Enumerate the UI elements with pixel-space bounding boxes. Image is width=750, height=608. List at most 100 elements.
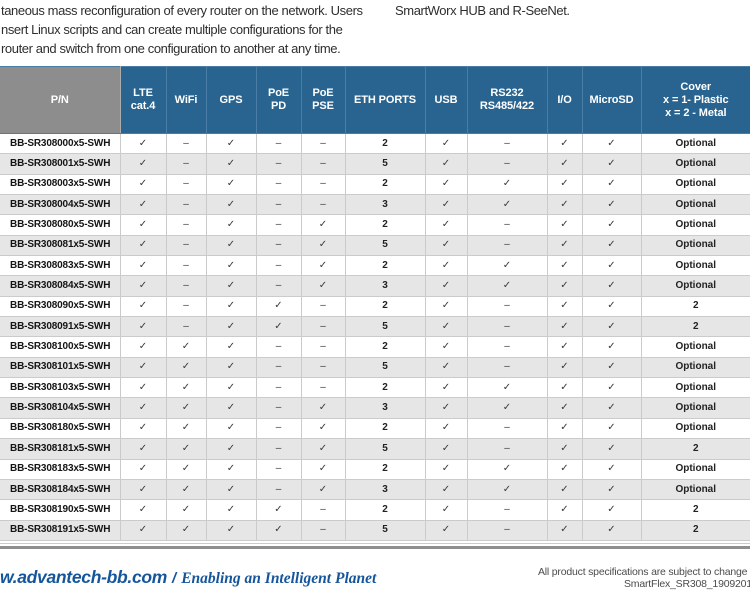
spec-cell-microsd: ✓ xyxy=(581,397,642,419)
spec-cell-microsd: ✓ xyxy=(581,377,642,399)
col-header-lte: LTE cat.4 xyxy=(119,66,167,134)
spec-cell-usb: ✓ xyxy=(424,153,468,175)
spec-cell-io: ✓ xyxy=(546,478,583,501)
table-row: BB-SR308103x5-SWH ✓ ✓ ✓ – –2 ✓ ✓ ✓ ✓ Optional xyxy=(0,377,750,399)
part-number-cell: BB-SR308104x5-SWH xyxy=(0,397,121,419)
part-number-cell: BB-SR308083x5-SWH xyxy=(0,255,121,277)
spec-table-body: BB-SR308000x5-SWH ✓ – ✓ – –2 ✓ – ✓ ✓ Optional BB-SR… xyxy=(0,132,750,541)
spec-cell-poe-pse: – xyxy=(300,316,346,338)
spec-cell-lte: ✓ xyxy=(119,417,167,440)
intro-right-paragraph: SmartWorx HUB and R-SeeNet. xyxy=(395,3,570,18)
part-number-cell: BB-SR308003x5-SWH xyxy=(0,173,121,196)
spec-cell-eth: 3 xyxy=(344,194,426,216)
spec-cell-poe-pd: – xyxy=(255,356,302,379)
part-number-cell: BB-SR308191x5-SWH xyxy=(0,519,121,541)
spec-cell-lte: ✓ xyxy=(119,295,167,318)
footer-separator: / xyxy=(172,570,177,587)
part-number-cell: BB-SR308090x5-SWH xyxy=(0,295,121,318)
part-number-cell: BB-SR308100x5-SWH xyxy=(0,336,121,358)
spec-cell-gps: ✓ xyxy=(205,153,257,175)
part-number-cell: BB-SR308084x5-SWH xyxy=(0,275,121,297)
spec-cell-eth: 2 xyxy=(344,295,426,318)
table-row: BB-SR308101x5-SWH ✓ ✓ ✓ – –5 ✓ – ✓ ✓ Optional xyxy=(0,356,750,379)
part-number-cell: BB-SR308184x5-SWH xyxy=(0,478,121,501)
spec-cell-poe-pd: ✓ xyxy=(255,519,302,541)
spec-cell-microsd: ✓ xyxy=(581,234,642,257)
spec-cell-usb: ✓ xyxy=(424,295,468,318)
spec-cell-wifi: – xyxy=(165,316,207,338)
table-row: BB-SR308001x5-SWH ✓ – ✓ – –5 ✓ – ✓ ✓ Optional xyxy=(0,153,750,175)
spec-cell-wifi: – xyxy=(165,132,207,155)
spec-cell-cover: Optional xyxy=(640,458,750,480)
website-url: w.advantech-bb.com xyxy=(0,567,168,587)
table-row: BB-SR308004x5-SWH ✓ – ✓ – –3 ✓ ✓ ✓ ✓ Optional xyxy=(0,194,750,216)
spec-cell-gps: ✓ xyxy=(205,336,257,358)
spec-cell-poe-pse: – xyxy=(300,132,346,155)
spec-cell-rs: ✓ xyxy=(466,458,548,480)
spec-cell-usb: ✓ xyxy=(424,438,468,460)
spec-cell-cover: 2 xyxy=(640,316,750,338)
spec-cell-wifi: – xyxy=(165,194,207,216)
part-number-cell: BB-SR308091x5-SWH xyxy=(0,316,121,338)
table-row: BB-SR308083x5-SWH ✓ – ✓ – ✓ 2 ✓ ✓ ✓ ✓ Optional xyxy=(0,255,750,277)
spec-cell-io: ✓ xyxy=(546,356,583,379)
spec-cell-usb: ✓ xyxy=(424,478,468,501)
spec-cell-cover: Optional xyxy=(640,132,750,155)
spec-cell-poe-pd: – xyxy=(255,275,302,297)
spec-cell-io: ✓ xyxy=(546,417,583,440)
spec-cell-cover: Optional xyxy=(640,275,750,297)
spec-cell-poe-pd: – xyxy=(255,377,302,399)
spec-cell-eth: 5 xyxy=(344,153,426,175)
col-header-cover: Cover x = 1- Plastic x = 2 - Metal xyxy=(640,66,750,134)
spec-cell-microsd: ✓ xyxy=(581,519,642,541)
spec-cell-poe-pd: – xyxy=(255,438,302,460)
spec-cell-io: ✓ xyxy=(546,153,583,175)
table-row: BB-SR308090x5-SWH ✓ – ✓ ✓ –2 ✓ – ✓ ✓ 2 xyxy=(0,295,750,318)
spec-cell-gps: ✓ xyxy=(205,214,257,236)
part-number-cell: BB-SR308101x5-SWH xyxy=(0,356,121,379)
spec-cell-microsd: ✓ xyxy=(581,194,642,216)
spec-cell-cover: Optional xyxy=(640,234,750,257)
spec-cell-lte: ✓ xyxy=(119,316,167,338)
spec-cell-microsd: ✓ xyxy=(581,275,642,297)
spec-cell-usb: ✓ xyxy=(424,255,468,277)
part-number-cell: BB-SR308183x5-SWH xyxy=(0,458,121,480)
spec-cell-lte: ✓ xyxy=(119,194,167,216)
spec-cell-usb: ✓ xyxy=(424,499,468,521)
spec-cell-eth: 5 xyxy=(344,438,426,460)
part-number-cell: BB-SR308080x5-SWH xyxy=(0,214,121,236)
spec-cell-io: ✓ xyxy=(546,377,583,399)
spec-cell-rs: – xyxy=(466,214,548,236)
spec-cell-eth: 2 xyxy=(344,377,426,399)
spec-cell-poe-pse: ✓ xyxy=(300,397,346,419)
spec-cell-poe-pd: – xyxy=(255,194,302,216)
spec-cell-poe-pd: – xyxy=(255,132,302,155)
spec-cell-lte: ✓ xyxy=(119,153,167,175)
spec-cell-gps: ✓ xyxy=(205,478,257,501)
spec-cell-io: ✓ xyxy=(546,194,583,216)
col-header-gps: GPS xyxy=(205,66,257,134)
part-number-cell: BB-SR308181x5-SWH xyxy=(0,438,121,460)
footer-divider xyxy=(0,543,750,549)
spec-cell-gps: ✓ xyxy=(205,194,257,216)
part-number-cell: BB-SR308004x5-SWH xyxy=(0,194,121,216)
spec-disclaimer: All product specifications are subject t… xyxy=(538,566,750,578)
spec-cell-microsd: ✓ xyxy=(581,458,642,480)
spec-cell-poe-pse: – xyxy=(300,499,346,521)
spec-cell-cover: Optional xyxy=(640,194,750,216)
spec-cell-lte: ✓ xyxy=(119,173,167,196)
spec-cell-lte: ✓ xyxy=(119,275,167,297)
spec-cell-microsd: ✓ xyxy=(581,255,642,277)
spec-cell-eth: 2 xyxy=(344,214,426,236)
spec-cell-poe-pse: ✓ xyxy=(300,275,346,297)
spec-cell-usb: ✓ xyxy=(424,316,468,338)
spec-cell-microsd: ✓ xyxy=(581,173,642,196)
spec-cell-gps: ✓ xyxy=(205,234,257,257)
spec-cell-eth: 2 xyxy=(344,255,426,277)
spec-cell-microsd: ✓ xyxy=(581,438,642,460)
spec-cell-cover: Optional xyxy=(640,153,750,175)
spec-cell-gps: ✓ xyxy=(205,397,257,419)
spec-cell-poe-pd: ✓ xyxy=(255,316,302,338)
spec-cell-eth: 2 xyxy=(344,417,426,440)
spec-cell-eth: 5 xyxy=(344,356,426,379)
